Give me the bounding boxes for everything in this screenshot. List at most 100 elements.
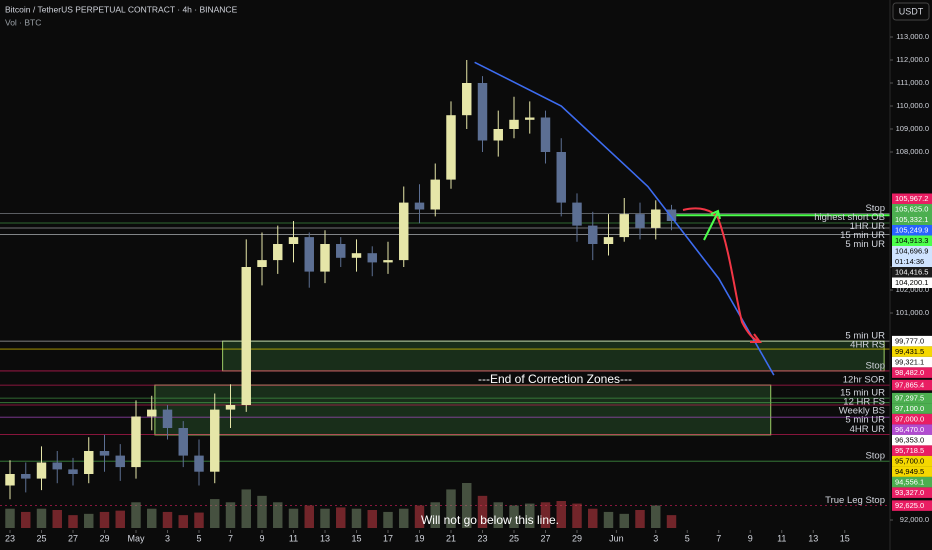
y-tick-label: 109,000.0 <box>896 124 929 133</box>
volume-bar <box>273 502 283 528</box>
volume-bar <box>367 510 377 528</box>
x-tick-label: 5 <box>196 533 201 543</box>
currency-box[interactable] <box>892 2 930 21</box>
candle-body <box>509 119 519 129</box>
volume-bar <box>399 508 409 528</box>
level-label: 15 min UR <box>840 388 885 399</box>
volume-bar <box>635 510 645 528</box>
candle-body <box>36 462 47 479</box>
volume-bar <box>225 502 236 528</box>
volume-bar <box>651 505 661 528</box>
x-tick-label: 3 <box>165 533 170 543</box>
volume-bar <box>84 513 94 528</box>
candle-body <box>241 267 251 405</box>
x-tick-label: 15 <box>351 533 361 543</box>
candle-body <box>430 179 440 210</box>
annotation: ---End of Correction Zones--- <box>478 372 632 386</box>
x-tick-label: 23 <box>477 533 487 543</box>
volume-bar <box>525 503 535 528</box>
level-label: 4HR RS <box>850 340 885 351</box>
candle-body <box>320 244 330 272</box>
volume-bar <box>572 503 582 528</box>
candle-body <box>115 455 125 468</box>
volume-bar <box>52 510 62 528</box>
candle-body <box>462 83 472 116</box>
volume-bar <box>21 511 31 528</box>
candle-body <box>414 202 425 210</box>
candle-body <box>178 428 188 456</box>
currency[interactable]: USDT <box>899 6 924 16</box>
volume-bar <box>5 508 15 528</box>
annotation: Will not go below this line. <box>421 513 559 527</box>
candle-body <box>5 474 15 486</box>
volume-bar <box>588 508 598 528</box>
volume-bar <box>241 489 251 528</box>
price-tag <box>892 466 932 477</box>
y-tick-label: 112,000.0 <box>896 55 929 64</box>
price-tag <box>892 487 932 498</box>
candle-body <box>210 409 220 472</box>
candle-body <box>666 209 677 221</box>
y-tick-label: 113,000.0 <box>896 32 929 41</box>
price-tag <box>892 413 932 425</box>
x-tick-label: 11 <box>777 533 786 543</box>
price-tag <box>892 392 932 404</box>
candle-body <box>84 451 94 474</box>
price-tag-label: 104,696.9 <box>895 247 928 256</box>
price-tag <box>892 445 932 456</box>
level-label: 15 min UR <box>840 230 885 241</box>
price-tag <box>892 455 932 467</box>
price-tag-label: 105,332.1 <box>895 215 928 224</box>
candle-body <box>556 152 566 203</box>
price-tag <box>892 246 932 268</box>
volume-bar <box>147 508 157 528</box>
price-tag <box>892 267 932 278</box>
price-tag-label: 99,321.1 <box>895 358 924 367</box>
candle-body <box>588 225 598 244</box>
price-tag-label: 95,718.5 <box>895 446 924 455</box>
y-tick-label: 110,000.0 <box>896 101 929 110</box>
volume-bar <box>99 511 110 528</box>
candle-body <box>603 237 614 244</box>
price-tag <box>892 193 932 205</box>
price-tag-label: 93,327.0 <box>895 488 924 497</box>
price-tag-label: 97,865.4 <box>895 381 924 390</box>
volume-bar <box>194 512 204 528</box>
x-tick-label: 7 <box>716 533 721 543</box>
volume-bar <box>462 483 472 528</box>
y-tick-label: 101,000.0 <box>896 308 929 317</box>
level-label: 4HR UR <box>850 424 886 435</box>
candle-body <box>336 244 346 258</box>
x-tick-label: 29 <box>572 533 582 543</box>
candle-body <box>477 83 488 141</box>
price-tag <box>892 335 932 347</box>
volume-bar <box>446 489 456 528</box>
price-tag-label: 97,100.0 <box>895 404 924 413</box>
price-tag <box>892 204 932 215</box>
volume-bar <box>540 502 551 528</box>
x-tick-label: 9 <box>259 533 264 543</box>
x-tick-label: 15 <box>840 533 850 543</box>
x-tick-label: 13 <box>320 533 330 543</box>
price-tag-label: 104,416.5 <box>895 268 928 277</box>
candle-body <box>194 455 204 472</box>
x-tick-label: 9 <box>748 533 753 543</box>
candle-body <box>351 253 362 258</box>
red-arrowhead <box>750 333 762 343</box>
level-label: Stop <box>865 360 885 371</box>
zone <box>154 384 772 436</box>
volume-bar <box>493 502 503 528</box>
price-tag <box>892 367 932 378</box>
x-tick-label: 17 <box>383 533 393 543</box>
price-tag-label: 105,625.0 <box>895 205 928 214</box>
level-label: 5 min UR <box>845 331 885 342</box>
x-tick-label: 27 <box>540 533 550 543</box>
x-tick-label: May <box>127 533 145 543</box>
candle-body <box>68 469 78 474</box>
x-tick-label: 19 <box>414 533 424 543</box>
price-tag <box>892 235 932 247</box>
level-label: 12hr SOR <box>843 375 885 386</box>
candle-body <box>273 244 283 261</box>
price-tag-label: 96,470.0 <box>895 425 924 434</box>
